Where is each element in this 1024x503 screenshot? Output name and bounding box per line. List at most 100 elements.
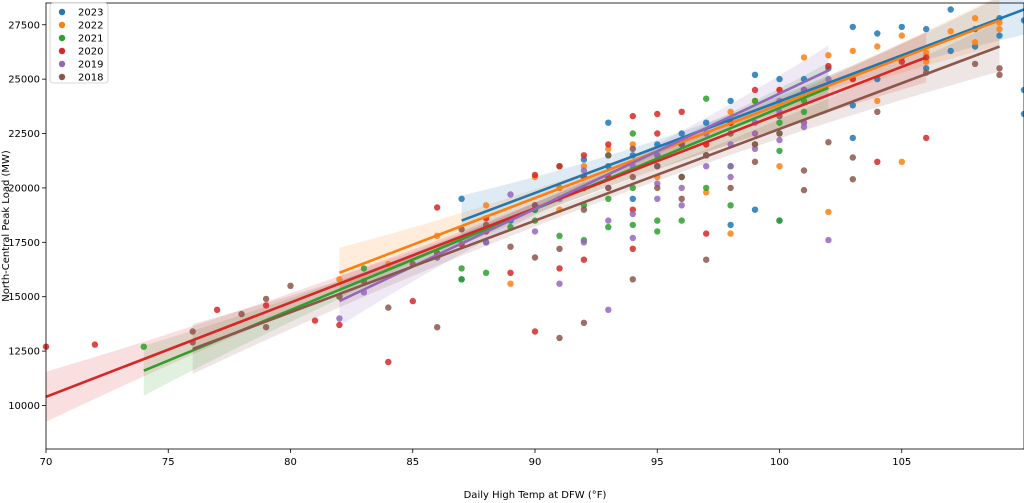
point-2018-21 <box>605 184 612 192</box>
point-2020-24 <box>703 230 710 237</box>
point-2019-5 <box>531 228 539 235</box>
point-2020-12 <box>531 328 539 335</box>
point-2019-36 <box>629 234 636 242</box>
x-tick-label-80: 80 <box>284 457 297 468</box>
point-2018-15 <box>531 254 539 261</box>
point-2020-22 <box>654 110 661 118</box>
point-2018-26 <box>654 163 661 170</box>
point-2019-10 <box>605 306 612 313</box>
x-tick-label-95: 95 <box>651 457 664 468</box>
point-2020-6 <box>385 358 392 366</box>
point-2023-14 <box>703 119 710 126</box>
point-2020-19 <box>629 112 636 120</box>
point-2021-16 <box>654 228 661 235</box>
point-2021-3 <box>458 265 465 272</box>
legend-label-2020: 2020 <box>78 47 103 58</box>
point-2020-5 <box>336 321 343 329</box>
point-2018-24 <box>629 173 636 181</box>
point-2019-9 <box>580 167 588 174</box>
legend-marker-2018 <box>58 73 66 81</box>
point-2018-20 <box>580 206 588 213</box>
point-2018-29 <box>703 256 710 263</box>
point-2019-23 <box>751 130 759 137</box>
point-2019-4 <box>507 191 514 198</box>
point-2018-27 <box>678 195 685 202</box>
point-2018-48 <box>751 158 759 165</box>
point-2020-34 <box>923 134 930 142</box>
point-2022-37 <box>923 49 930 57</box>
point-2018-25 <box>654 184 661 192</box>
point-2020-32 <box>874 158 881 165</box>
point-2020-33 <box>898 58 905 65</box>
point-2023-15 <box>727 221 734 229</box>
point-2022-18 <box>825 52 832 59</box>
point-2021-33 <box>629 184 636 192</box>
point-2021-25 <box>751 97 759 105</box>
point-2022-12 <box>703 189 710 196</box>
point-2020-8 <box>434 204 441 211</box>
point-2023-16 <box>727 97 734 105</box>
point-2019-14 <box>654 195 661 202</box>
regression-line-2020 <box>45 56 927 398</box>
point-2020-27 <box>751 86 759 94</box>
point-2019-34 <box>751 145 759 152</box>
y-tick-label-10000: 10000 <box>8 401 40 412</box>
point-2018-0 <box>189 328 196 335</box>
legend-label-2018: 2018 <box>78 73 103 84</box>
legend-marker-2019 <box>58 60 66 68</box>
point-2022-23 <box>898 32 905 39</box>
point-2022-21 <box>874 43 881 50</box>
point-2018-43 <box>996 65 1003 72</box>
point-2023-34 <box>1020 17 1024 24</box>
point-2021-39 <box>605 195 612 202</box>
point-2020-2 <box>213 306 221 313</box>
point-2020-21 <box>629 245 636 252</box>
regression-line-2023 <box>461 8 1024 222</box>
point-2020-23 <box>678 108 685 116</box>
legend-label-2023: 2023 <box>78 8 103 19</box>
point-2021-15 <box>654 217 661 224</box>
legend-marker-2023 <box>58 8 66 16</box>
point-2020-7 <box>409 297 416 305</box>
point-2020-36 <box>605 141 612 148</box>
legend-marker-2022 <box>58 21 66 29</box>
point-2020-15 <box>556 163 563 170</box>
point-2023-25 <box>874 30 881 37</box>
point-2020-16 <box>580 256 588 263</box>
point-2021-37 <box>800 108 808 116</box>
point-2019-38 <box>727 173 734 181</box>
point-2023-13 <box>678 130 685 137</box>
point-2021-27 <box>776 217 783 224</box>
x-tick-label-90: 90 <box>529 457 542 468</box>
point-2018-37 <box>825 139 832 146</box>
point-2021-26 <box>776 147 783 155</box>
point-2021-13 <box>629 221 636 229</box>
point-2022-14 <box>727 108 734 116</box>
point-2018-17 <box>556 334 563 342</box>
point-2018-10 <box>434 324 441 331</box>
point-2018-44 <box>996 71 1003 79</box>
point-2021-7 <box>556 232 563 239</box>
x-tick-label-75: 75 <box>162 457 175 468</box>
point-2018-28 <box>678 173 685 181</box>
point-2019-35 <box>800 123 808 131</box>
y-tick-label-22500: 22500 <box>8 129 40 140</box>
regression-line-2018 <box>192 45 1001 351</box>
point-2021-18 <box>678 217 685 224</box>
point-2018-42 <box>971 60 979 68</box>
point-2023-36 <box>1020 110 1024 118</box>
point-2019-12 <box>629 210 636 218</box>
point-2019-31 <box>605 217 612 224</box>
point-2023-40 <box>849 102 856 109</box>
y-tick-label-27500: 27500 <box>8 20 40 31</box>
point-2019-6 <box>556 280 563 287</box>
x-axis-ticks: 70 75 80 85 90 95 100 105 <box>40 449 911 468</box>
point-2018-2 <box>238 310 245 318</box>
point-2022-38 <box>971 15 979 22</box>
point-2018-38 <box>849 176 856 183</box>
point-2020-30 <box>825 62 832 70</box>
y-tick-label-17500: 17500 <box>8 238 40 249</box>
point-2023-19 <box>776 75 783 83</box>
point-2022-0 <box>336 276 343 283</box>
